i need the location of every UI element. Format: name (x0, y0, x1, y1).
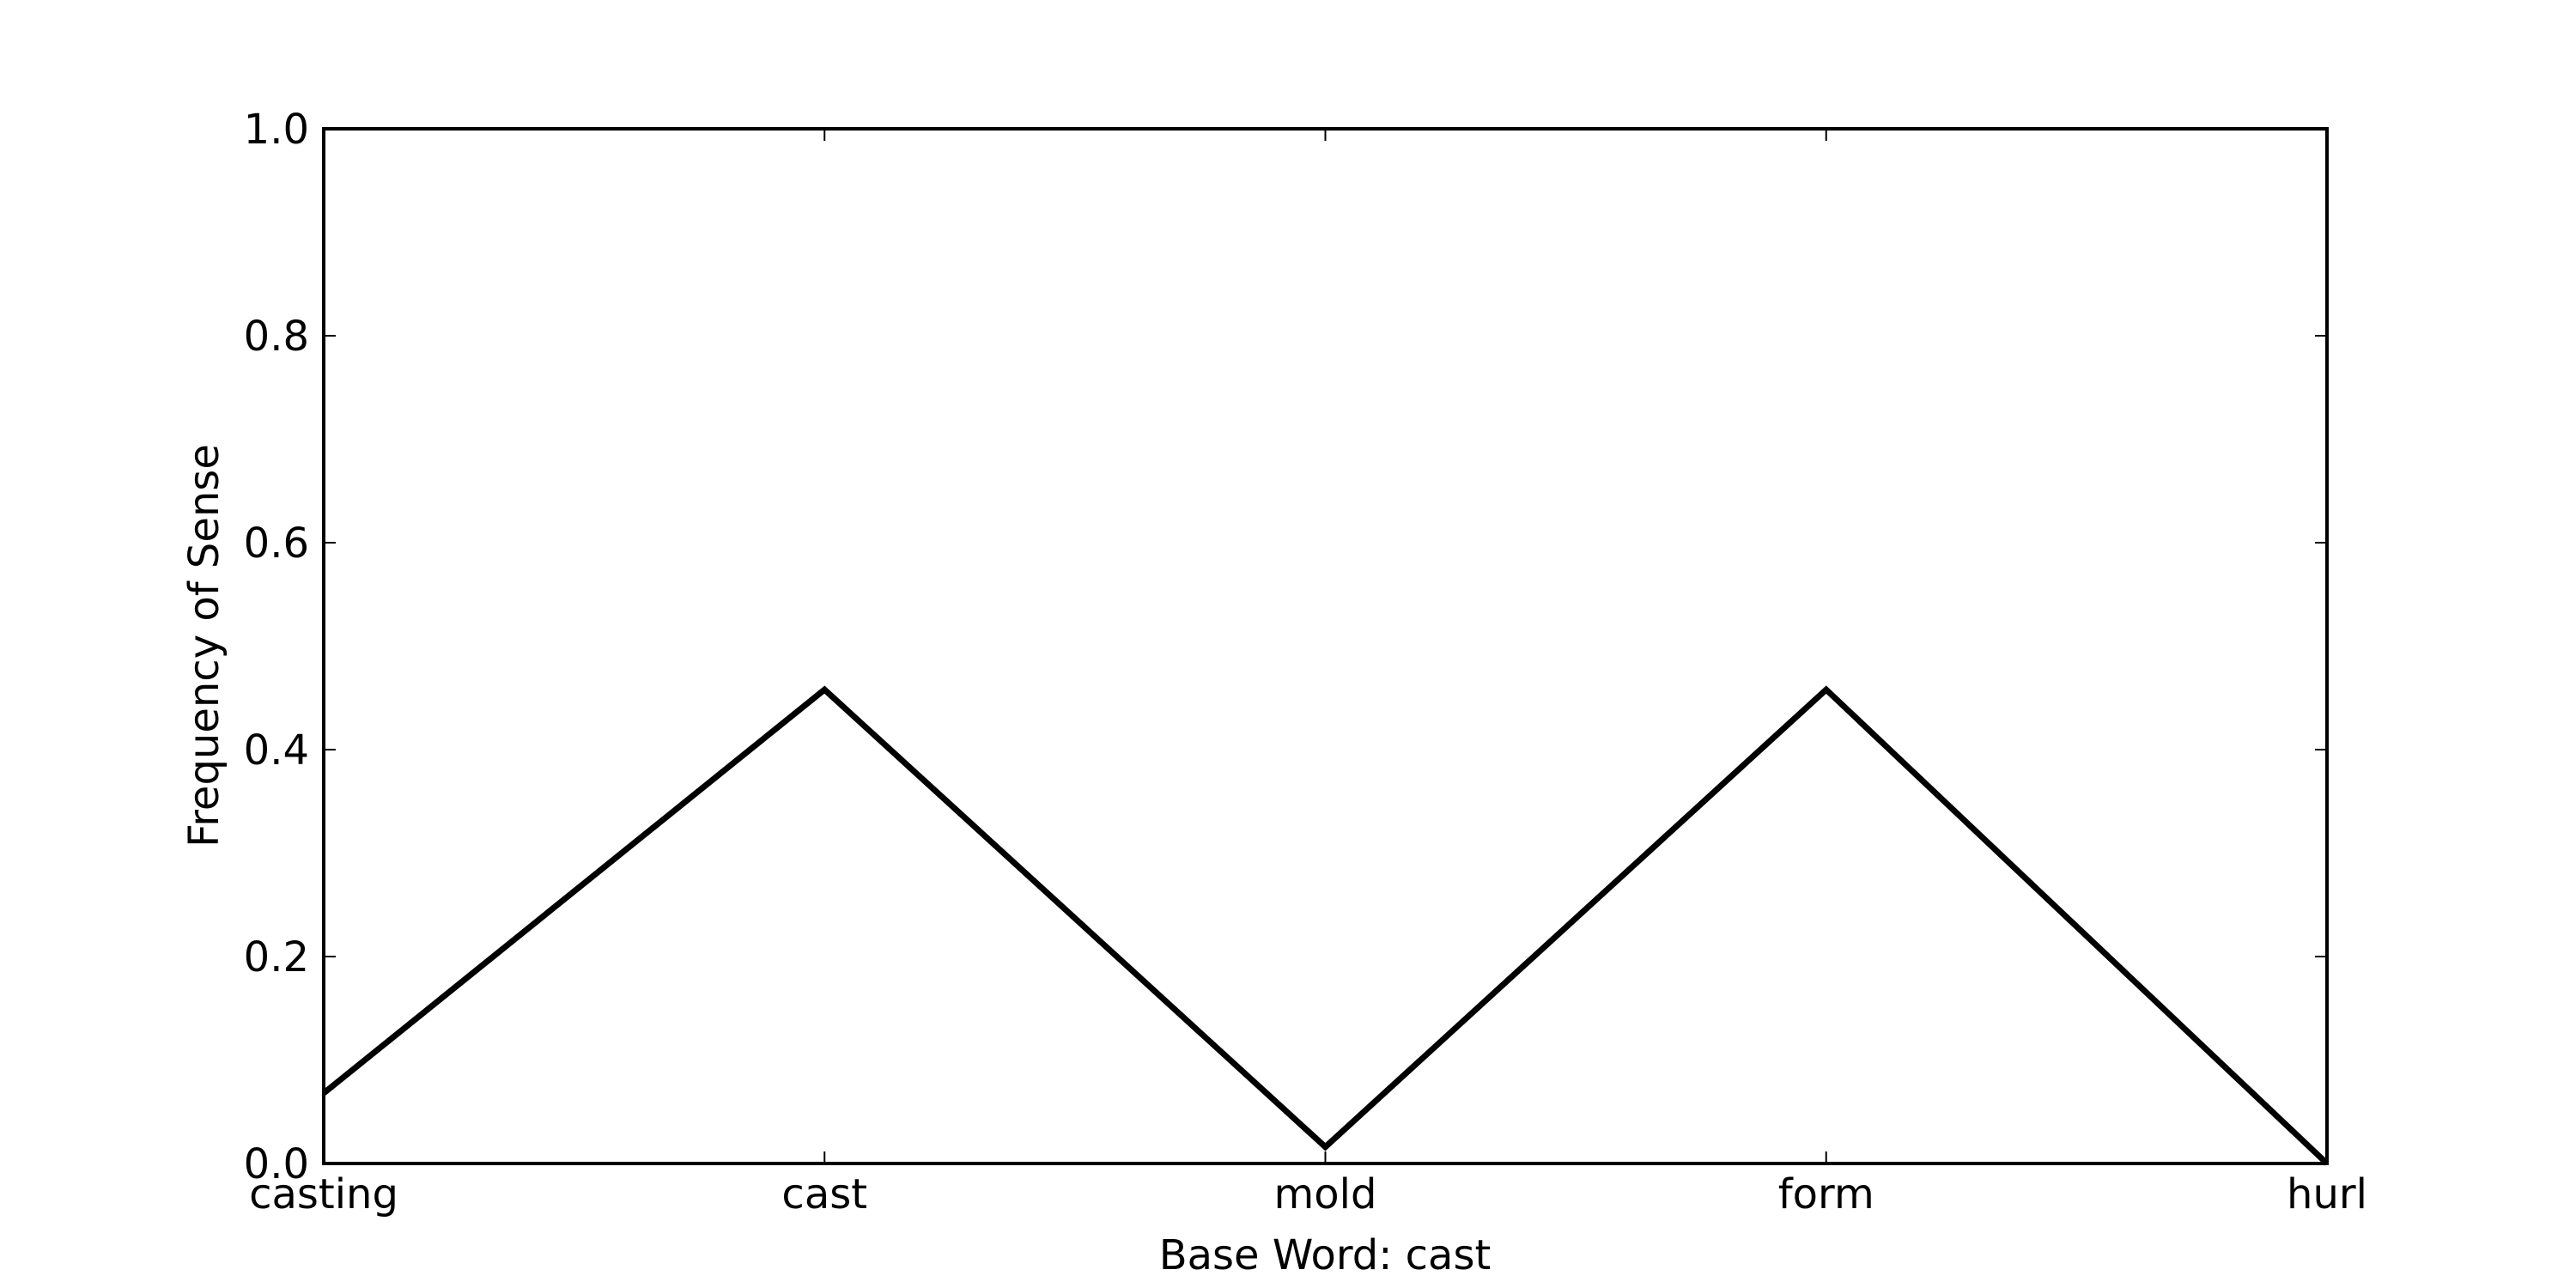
x-tick-label: casting (249, 1170, 398, 1218)
series-line (321, 685, 2330, 1166)
x-tick-label: form (1778, 1170, 1874, 1218)
y-tick-label: 0.0 (244, 1140, 309, 1188)
plot-frame (322, 127, 2329, 1165)
x-tick-label: mold (1274, 1170, 1377, 1218)
series-lines (321, 685, 2330, 1166)
plot-area (324, 129, 2327, 1163)
x-axis-label: Base Word: cast (1159, 1231, 1492, 1279)
x-tick-label: cast (781, 1170, 867, 1218)
x-tick-labels: casting cast mold form hurl (249, 1170, 2367, 1218)
y-tick-label: 0.6 (244, 519, 309, 568)
y-tick-label: 0.2 (244, 933, 309, 981)
y-tick-label: 0.4 (244, 726, 309, 775)
y-axis-label: Frequency of Sense (180, 444, 228, 848)
y-tick-label: 1.0 (244, 106, 309, 154)
y-tick-labels: 0.0 0.2 0.4 0.6 0.8 1.0 (244, 106, 309, 1188)
x-tick-label: hurl (2287, 1170, 2367, 1218)
y-tick-label: 0.8 (244, 313, 309, 361)
